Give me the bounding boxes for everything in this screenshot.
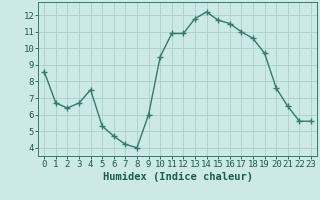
X-axis label: Humidex (Indice chaleur): Humidex (Indice chaleur)	[103, 172, 252, 182]
